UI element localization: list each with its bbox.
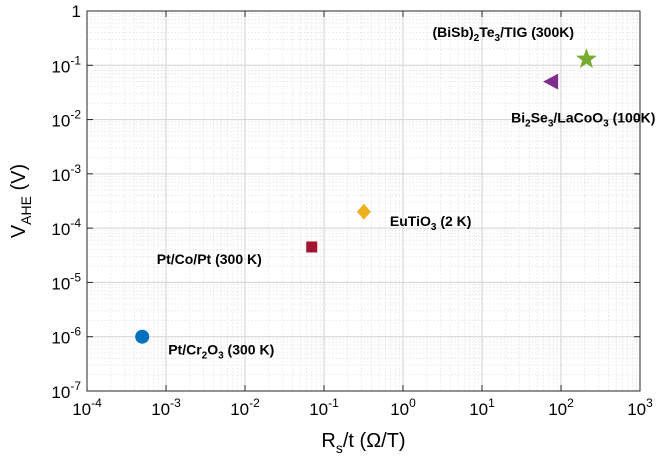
data-point-star <box>575 48 597 68</box>
x-tick-label: 10-2 <box>230 396 260 419</box>
data-point-diamond <box>356 203 371 220</box>
y-tick-label: 10-2 <box>51 108 81 131</box>
data-point-square <box>306 241 318 253</box>
x-tick-label: 10-4 <box>72 396 102 419</box>
x-tick-label: 101 <box>469 396 495 419</box>
x-tick-label: 103 <box>627 396 653 419</box>
x-axis-label: Rs/t (Ω/T) <box>321 430 405 456</box>
data-point-circle <box>135 329 150 344</box>
y-tick-label: 10-1 <box>51 53 81 76</box>
point-label: EuTiO3 (2 K) <box>390 213 472 233</box>
x-tick-label: 102 <box>548 396 574 419</box>
data-points <box>135 48 597 344</box>
axes-box <box>86 10 641 392</box>
x-tick-label: 100 <box>390 396 416 419</box>
y-tick-label: 1 <box>72 2 81 21</box>
data-point-triangle-left <box>543 73 559 90</box>
x-tick-label: 10-1 <box>309 396 339 419</box>
point-label: Pt/Cr2O3 (300 K) <box>168 342 274 362</box>
y-tick-label: 10-3 <box>51 162 81 185</box>
y-tick-label: 10-7 <box>51 379 81 402</box>
x-tick-label: 10-3 <box>151 396 181 419</box>
axis-ticks <box>86 10 641 392</box>
axis-labels: Rs/t (Ω/T) VAHE (V) <box>8 164 406 456</box>
plot-frame <box>86 10 641 392</box>
point-labels: 10-4 10-3 10-2 10-1 100 101 102 103 10-7 10-6 10-5… <box>51 2 655 419</box>
grid <box>86 10 641 392</box>
y-tick-label: 10-4 <box>51 216 81 239</box>
point-label: Bi2Se3/LaCoO3 (100K) <box>511 110 655 130</box>
point-label: (BiSb)2Te3/TIG (300K) <box>432 24 574 44</box>
y-tick-label: 10-6 <box>51 325 81 348</box>
y-axis-label: VAHE (V) <box>8 164 34 238</box>
y-tick-label: 10-5 <box>51 270 81 293</box>
point-label: Pt/Co/Pt (300 K) <box>157 251 262 267</box>
